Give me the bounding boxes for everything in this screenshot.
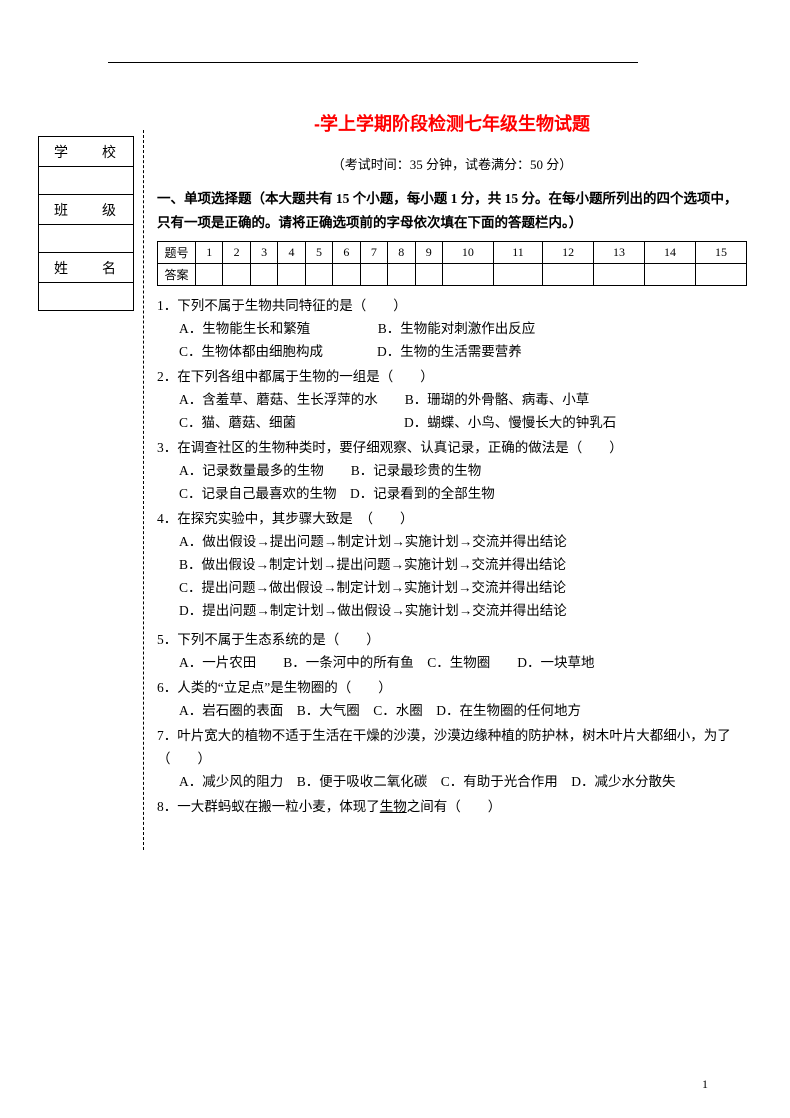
question-block: 1．下列不属于生物共同特征的是（ ）A．生物能生长和繁殖 B．生物能对刺激作出反… — [157, 294, 747, 818]
question-option: B．做出假设→制定计划→提出问题→实施计划→交流并得出结论 — [179, 553, 747, 576]
info-class-blank[interactable] — [39, 225, 134, 253]
question-stem: 8．一大群蚂蚁在搬一粒小麦，体现了生物之间有（ ） — [157, 795, 747, 818]
top-rule — [108, 62, 638, 63]
question-option: A．减少风的阻力 B．便于吸收二氧化碳 C．有助于光合作用 D．减少水分散失 — [179, 770, 747, 793]
grid-number-cell: 15 — [695, 242, 746, 264]
grid-answer-cell[interactable] — [250, 264, 277, 286]
question-stem: 7．叶片宽大的植物不适于生活在干燥的沙漠，沙漠边缘种植的防护林，树木叶片大都细小… — [157, 724, 747, 770]
grid-answer-cell[interactable] — [415, 264, 442, 286]
question-option: C．记录自己最喜欢的生物 D．记录看到的全部生物 — [179, 482, 747, 505]
grid-number-cell: 13 — [594, 242, 645, 264]
question-stem: 1．下列不属于生物共同特征的是（ ） — [157, 294, 747, 317]
grid-answer-cell[interactable] — [196, 264, 223, 286]
grid-answer-cell[interactable] — [543, 264, 594, 286]
grid-row1-label: 题号 — [158, 242, 196, 264]
question-stem: 3．在调查社区的生物种类时，要仔细观察、认真记录，正确的做法是（ ） — [157, 436, 747, 459]
grid-number-cell: 8 — [388, 242, 415, 264]
grid-number-cell: 14 — [645, 242, 696, 264]
grid-number-cell: 1 — [196, 242, 223, 264]
question-option: C．生物体都由细胞构成 D．生物的生活需要营养 — [179, 340, 747, 363]
grid-number-cell: 12 — [543, 242, 594, 264]
grid-answer-cell[interactable] — [493, 264, 542, 286]
student-info-table: 学 校 班 级 姓 名 — [38, 136, 134, 311]
grid-number-cell: 4 — [278, 242, 305, 264]
grid-number-cell: 5 — [305, 242, 332, 264]
question-option: D．提出问题→制定计划→做出假设→实施计划→交流并得出结论 — [179, 599, 747, 622]
question-stem: 5．下列不属于生态系统的是（ ） — [157, 628, 747, 651]
info-class-label: 班 级 — [39, 195, 134, 225]
question-stem: 4．在探究实验中，其步骤大致是 （ ） — [157, 507, 747, 530]
grid-answer-cell[interactable] — [333, 264, 360, 286]
question-option: C．猫、蘑菇、细菌 D．蝴蝶、小鸟、慢慢长大的钟乳石 — [179, 411, 747, 434]
grid-answer-cell[interactable] — [442, 264, 493, 286]
exam-title: -学上学期阶段检测七年级生物试题 — [157, 110, 747, 136]
grid-answer-cell[interactable] — [278, 264, 305, 286]
question-stem: 2．在下列各组中都属于生物的一组是（ ） — [157, 365, 747, 388]
grid-number-cell: 6 — [333, 242, 360, 264]
grid-answer-cell[interactable] — [223, 264, 250, 286]
question-option: A．含羞草、蘑菇、生长浮萍的水 B．珊瑚的外骨骼、病毒、小草 — [179, 388, 747, 411]
grid-answer-cell[interactable] — [645, 264, 696, 286]
info-school-blank[interactable] — [39, 167, 134, 195]
exam-content: -学上学期阶段检测七年级生物试题 （考试时间：35 分钟，试卷满分：50 分） … — [157, 110, 747, 818]
question-option: A．记录数量最多的生物 B．记录最珍贵的生物 — [179, 459, 747, 482]
question-option: A．一片农田 B．一条河中的所有鱼 C．生物圈 D．一块草地 — [179, 651, 747, 674]
question-option: C．提出问题→做出假设→制定计划→实施计划→交流并得出结论 — [179, 576, 747, 599]
grid-number-cell: 3 — [250, 242, 277, 264]
grid-number-cell: 7 — [360, 242, 387, 264]
grid-answer-cell[interactable] — [360, 264, 387, 286]
info-school-label: 学 校 — [39, 137, 134, 167]
section-1-head: 一、单项选择题（本大题共有 15 个小题，每小题 1 分，共 15 分。在每小题… — [157, 187, 747, 235]
grid-row2-label: 答案 — [158, 264, 196, 286]
grid-answer-cell[interactable] — [695, 264, 746, 286]
page-number: 1 — [702, 1077, 708, 1092]
grid-answer-cell[interactable] — [594, 264, 645, 286]
question-option: A．生物能生长和繁殖 B．生物能对刺激作出反应 — [179, 317, 747, 340]
info-name-label: 姓 名 — [39, 253, 134, 283]
answer-grid: 题号123456789101112131415 答案 — [157, 241, 747, 286]
grid-answer-cell[interactable] — [388, 264, 415, 286]
vertical-dashed-divider — [143, 130, 144, 850]
question-stem: 6．人类的“立足点”是生物圈的（ ） — [157, 676, 747, 699]
exam-info: （考试时间：35 分钟，试卷满分：50 分） — [157, 154, 747, 173]
question-option: A．做出假设→提出问题→制定计划→实施计划→交流并得出结论 — [179, 530, 747, 553]
info-name-blank[interactable] — [39, 283, 134, 311]
grid-answer-cell[interactable] — [305, 264, 332, 286]
grid-number-cell: 10 — [442, 242, 493, 264]
question-option: A．岩石圈的表面 B．大气圈 C．水圈 D．在生物圈的任何地方 — [179, 699, 747, 722]
grid-number-cell: 11 — [493, 242, 542, 264]
grid-number-cell: 9 — [415, 242, 442, 264]
grid-number-cell: 2 — [223, 242, 250, 264]
